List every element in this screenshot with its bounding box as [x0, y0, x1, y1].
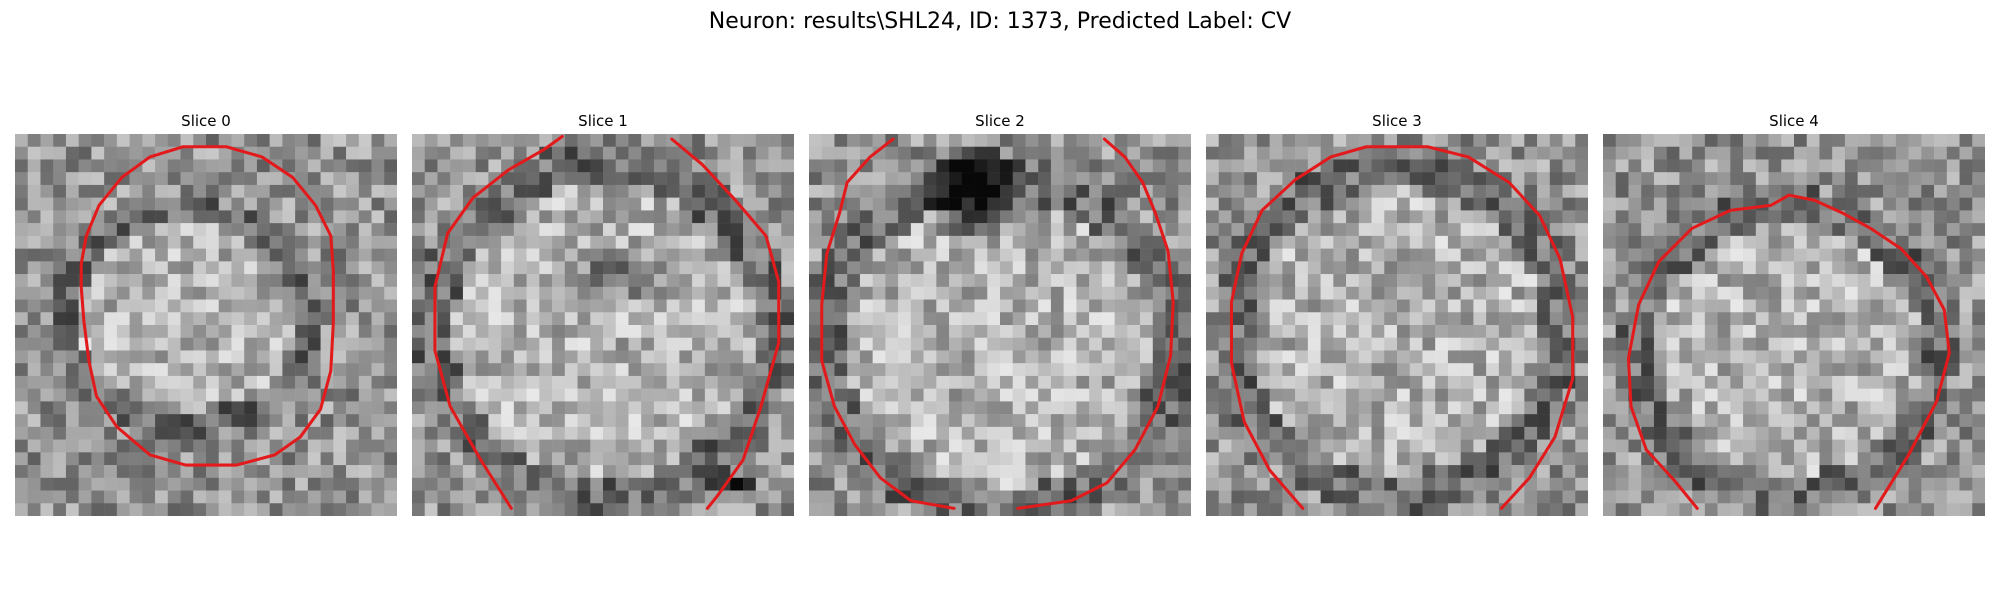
slice-title: Slice 2 — [975, 112, 1025, 130]
slice-panel-0: Slice 0 — [15, 108, 397, 516]
slice-title: Slice 4 — [1769, 112, 1819, 130]
figure-title: Neuron: results\SHL24, ID: 1373, Predict… — [708, 9, 1292, 34]
slice-title: Slice 0 — [181, 112, 231, 130]
slice-image — [15, 134, 397, 516]
slice-image — [1206, 134, 1588, 516]
slice-title: Slice 3 — [1372, 112, 1422, 130]
slice-panel-1: Slice 1 — [412, 108, 794, 516]
slice-panel-2: Slice 2 — [809, 108, 1191, 516]
slice-panel-4: Slice 4 — [1603, 108, 1985, 516]
slice-image — [412, 134, 794, 516]
slice-image — [1603, 134, 1985, 516]
slice-image — [809, 134, 1191, 516]
slice-title: Slice 1 — [578, 112, 628, 130]
slice-panel-3: Slice 3 — [1206, 108, 1588, 516]
